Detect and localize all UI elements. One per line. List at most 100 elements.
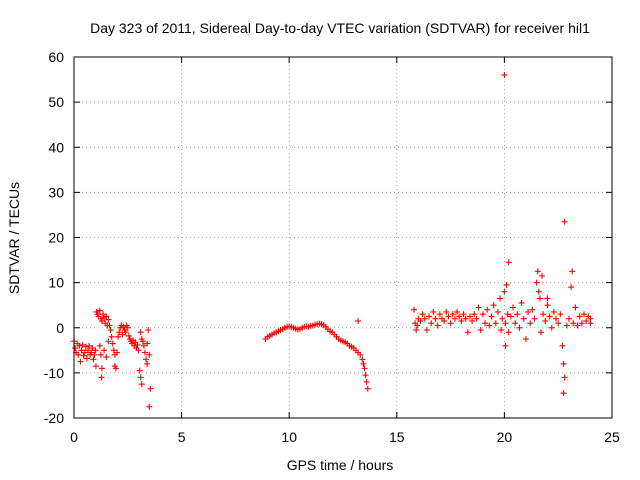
data-point <box>544 295 551 302</box>
data-point <box>114 349 121 356</box>
data-point <box>83 355 90 362</box>
y-tick-label: 60 <box>48 49 64 65</box>
data-point <box>583 317 590 324</box>
data-point <box>516 324 523 331</box>
data-point <box>587 315 594 322</box>
data-point <box>534 268 541 275</box>
data-point <box>432 315 439 322</box>
y-tick-label: -10 <box>44 365 64 381</box>
data-point <box>504 311 511 318</box>
data-point <box>106 322 113 329</box>
data-point <box>96 342 103 349</box>
data-point <box>78 347 85 354</box>
data-point <box>499 315 506 322</box>
data-point <box>507 313 514 320</box>
data-point <box>536 295 543 302</box>
data-point <box>572 304 579 311</box>
data-point <box>546 313 553 320</box>
data-point <box>561 218 568 225</box>
data-point <box>555 320 562 327</box>
data-point <box>138 381 145 388</box>
data-point <box>103 354 110 361</box>
data-point <box>522 336 529 343</box>
data-point <box>569 268 576 275</box>
data-point <box>525 308 532 315</box>
data-point <box>79 341 86 348</box>
x-tick-label: 15 <box>389 429 405 445</box>
data-point <box>96 307 103 314</box>
data-point <box>90 356 97 363</box>
data-point <box>77 358 84 365</box>
data-point <box>143 356 150 363</box>
data-point <box>514 311 521 318</box>
data-point <box>502 320 509 327</box>
data-point <box>144 360 151 367</box>
data-point <box>434 322 441 329</box>
data-point <box>520 315 527 322</box>
data-point <box>140 342 147 349</box>
data-point <box>82 343 89 350</box>
data-point <box>105 338 112 345</box>
data-point <box>527 320 534 327</box>
data-point <box>137 374 144 381</box>
data-point <box>92 347 99 354</box>
data-point <box>479 311 486 318</box>
data-point <box>473 315 480 322</box>
data-point <box>498 327 505 334</box>
y-axis-label: SDTVAR / TECUs <box>6 182 22 294</box>
data-point <box>146 403 153 410</box>
data-point <box>505 259 512 266</box>
data-point <box>533 279 540 286</box>
data-point <box>462 315 469 322</box>
data-point <box>115 333 122 340</box>
data-point <box>451 315 458 322</box>
data-point <box>105 316 112 323</box>
data-points <box>71 72 594 410</box>
data-point <box>430 308 437 315</box>
data-point <box>413 327 420 334</box>
y-tick-label: 30 <box>48 184 64 200</box>
data-point <box>560 390 567 397</box>
data-point <box>125 332 132 339</box>
data-point <box>88 349 95 356</box>
data-point <box>494 308 501 315</box>
data-point <box>108 333 115 340</box>
data-point <box>101 347 108 354</box>
data-point <box>76 342 83 349</box>
data-point <box>355 317 362 324</box>
data-point <box>146 351 153 358</box>
data-point <box>142 349 149 356</box>
x-tick-label: 5 <box>178 429 186 445</box>
data-point <box>559 342 566 349</box>
data-point <box>553 315 560 322</box>
x-tick-label: 20 <box>497 429 513 445</box>
y-tick-label: 10 <box>48 275 64 291</box>
data-point <box>531 315 538 322</box>
data-point <box>97 351 104 358</box>
data-point <box>112 365 119 372</box>
data-point <box>84 347 91 354</box>
data-point <box>419 311 426 318</box>
axis-ticks: 0 5 10 15 20 25 -20 -10 0 10 20 30 40 50 60 <box>44 49 620 445</box>
data-point <box>98 365 105 372</box>
data-point <box>100 311 107 318</box>
data-point <box>497 295 504 302</box>
data-point <box>529 306 536 313</box>
data-point <box>454 308 461 315</box>
data-point <box>503 281 510 288</box>
data-point <box>110 347 117 354</box>
data-point <box>136 367 143 374</box>
data-point <box>414 322 421 329</box>
data-point <box>560 360 567 367</box>
data-point <box>466 313 473 320</box>
data-point <box>423 327 430 334</box>
data-point <box>501 288 508 295</box>
data-point <box>512 320 519 327</box>
data-point <box>72 345 79 352</box>
data-point <box>458 317 465 324</box>
y-tick-label: 20 <box>48 230 64 246</box>
data-point <box>492 320 499 327</box>
data-point <box>484 306 491 313</box>
data-point <box>109 340 116 347</box>
chart-title: Day 323 of 2011, Sidereal Day-to-day VTE… <box>90 20 590 36</box>
